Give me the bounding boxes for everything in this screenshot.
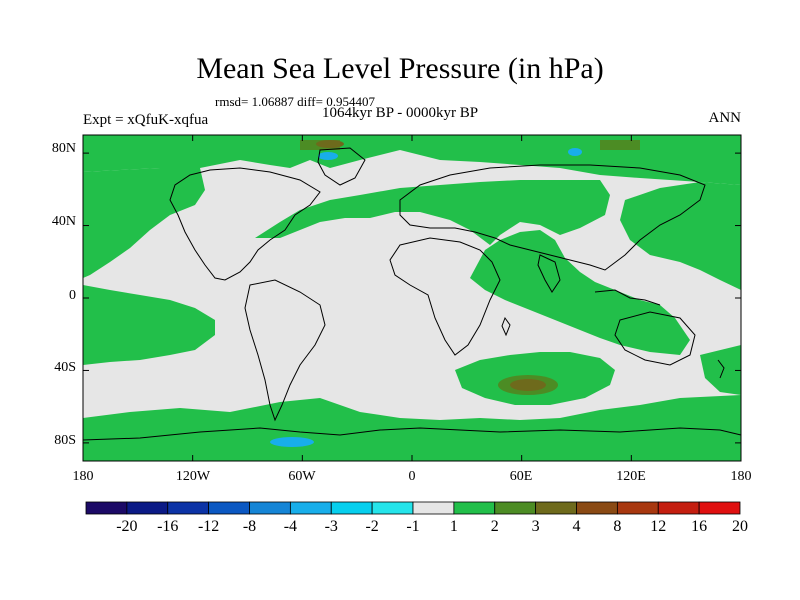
coast-indonesia [594,289,661,306]
colorbar-label: 20 [732,518,748,535]
lat-label-40n: 40N [51,214,76,229]
arctic-band [83,135,741,185]
colorbar-swatch [289,501,332,515]
north-pacific-west [83,168,205,278]
antarctic-low-1 [270,437,314,447]
colorbar-swatch [208,501,250,515]
coast-antarctica [82,427,742,441]
coast-north-america [169,167,321,281]
colorbar-label: -4 [283,518,298,535]
coast-new-zealand [717,359,725,379]
indian-ocean-north [470,230,690,355]
stats-label: rmsd= 1.06887 diff= 0.954407 [215,94,375,109]
colorbar-swatch [698,501,741,515]
colorbar-swatch [576,501,618,515]
coastlines [82,147,742,441]
lat-label-40s: 40S [54,360,76,375]
anomaly-shading-3-4 [316,140,546,391]
colorbar-label: 2 [490,518,499,535]
lon-label-60w: 60W [288,469,316,484]
season-label: ANN [708,110,742,126]
colorbar-swatch [126,501,169,515]
north-pacific-east [620,182,741,290]
lat-label-0: 0 [69,288,76,303]
colorbar-swatch [85,501,128,515]
south-indian-core [510,379,546,391]
colorbar-label: -2 [365,518,379,535]
lon-label-60e: 60E [509,469,533,484]
colorbar-label: 8 [613,518,622,535]
axis-ticks [82,135,742,461]
coast-africa [389,237,501,356]
lat-label-80s: 80S [54,433,76,448]
colorbar-swatch [494,501,537,515]
colorbar-label: 16 [691,518,708,535]
colorbar-label: 3 [531,518,540,535]
lon-label-180e: 180 [730,469,752,484]
period-label: 1064kyr BP - 0000kyr BP [321,105,479,121]
colorbar-swatch [616,501,659,515]
colorbar-label: -3 [324,518,338,535]
colorbar-swatch [657,501,700,515]
chart-title: Mean Sea Level Pressure (in hPa) [196,52,604,85]
lon-label-120e: 120E [616,469,646,484]
coast-eurasia [399,164,706,271]
north-atlantic [255,180,610,245]
colorbar-swatch [330,501,373,515]
lon-label-120w: 120W [175,469,211,484]
colorbar-swatch [371,501,414,515]
arctic-low-1 [318,152,338,160]
colorbar-label: -12 [197,518,220,535]
siberia-darker [600,140,640,150]
colorbar-label: -8 [242,518,257,535]
colorbar-swatch [249,501,291,515]
coast-south-america [244,279,326,422]
lon-label-0: 0 [408,469,416,484]
lat-label-80n: 80N [51,141,76,156]
south-pacific-east [700,345,741,395]
colorbar-label: 12 [650,518,667,535]
coast-india [537,254,561,293]
colorbar-label: -20 [116,518,138,535]
coast-greenland [317,147,366,186]
experiment-label: Expt = xQfuK-xqfua [83,112,209,128]
colorbar-label: 4 [572,518,581,535]
colorbar-label: 1 [449,518,458,535]
coast-australia [614,311,696,366]
lon-label-180w: 180 [72,469,94,484]
colorbar-swatch [412,501,455,515]
arctic-low-2 [568,148,582,156]
colorbar-label: -1 [406,518,420,535]
pacific-tropical-west [83,285,215,365]
negative-anomaly [270,148,582,447]
coast-madagascar [501,316,511,337]
colorbar-swatch [167,501,210,515]
arctic-core [316,140,344,148]
colorbar-swatch [535,501,577,515]
anomaly-shading [83,135,741,461]
colorbar-swatch [453,501,496,515]
colorbar-label: -16 [157,518,179,535]
